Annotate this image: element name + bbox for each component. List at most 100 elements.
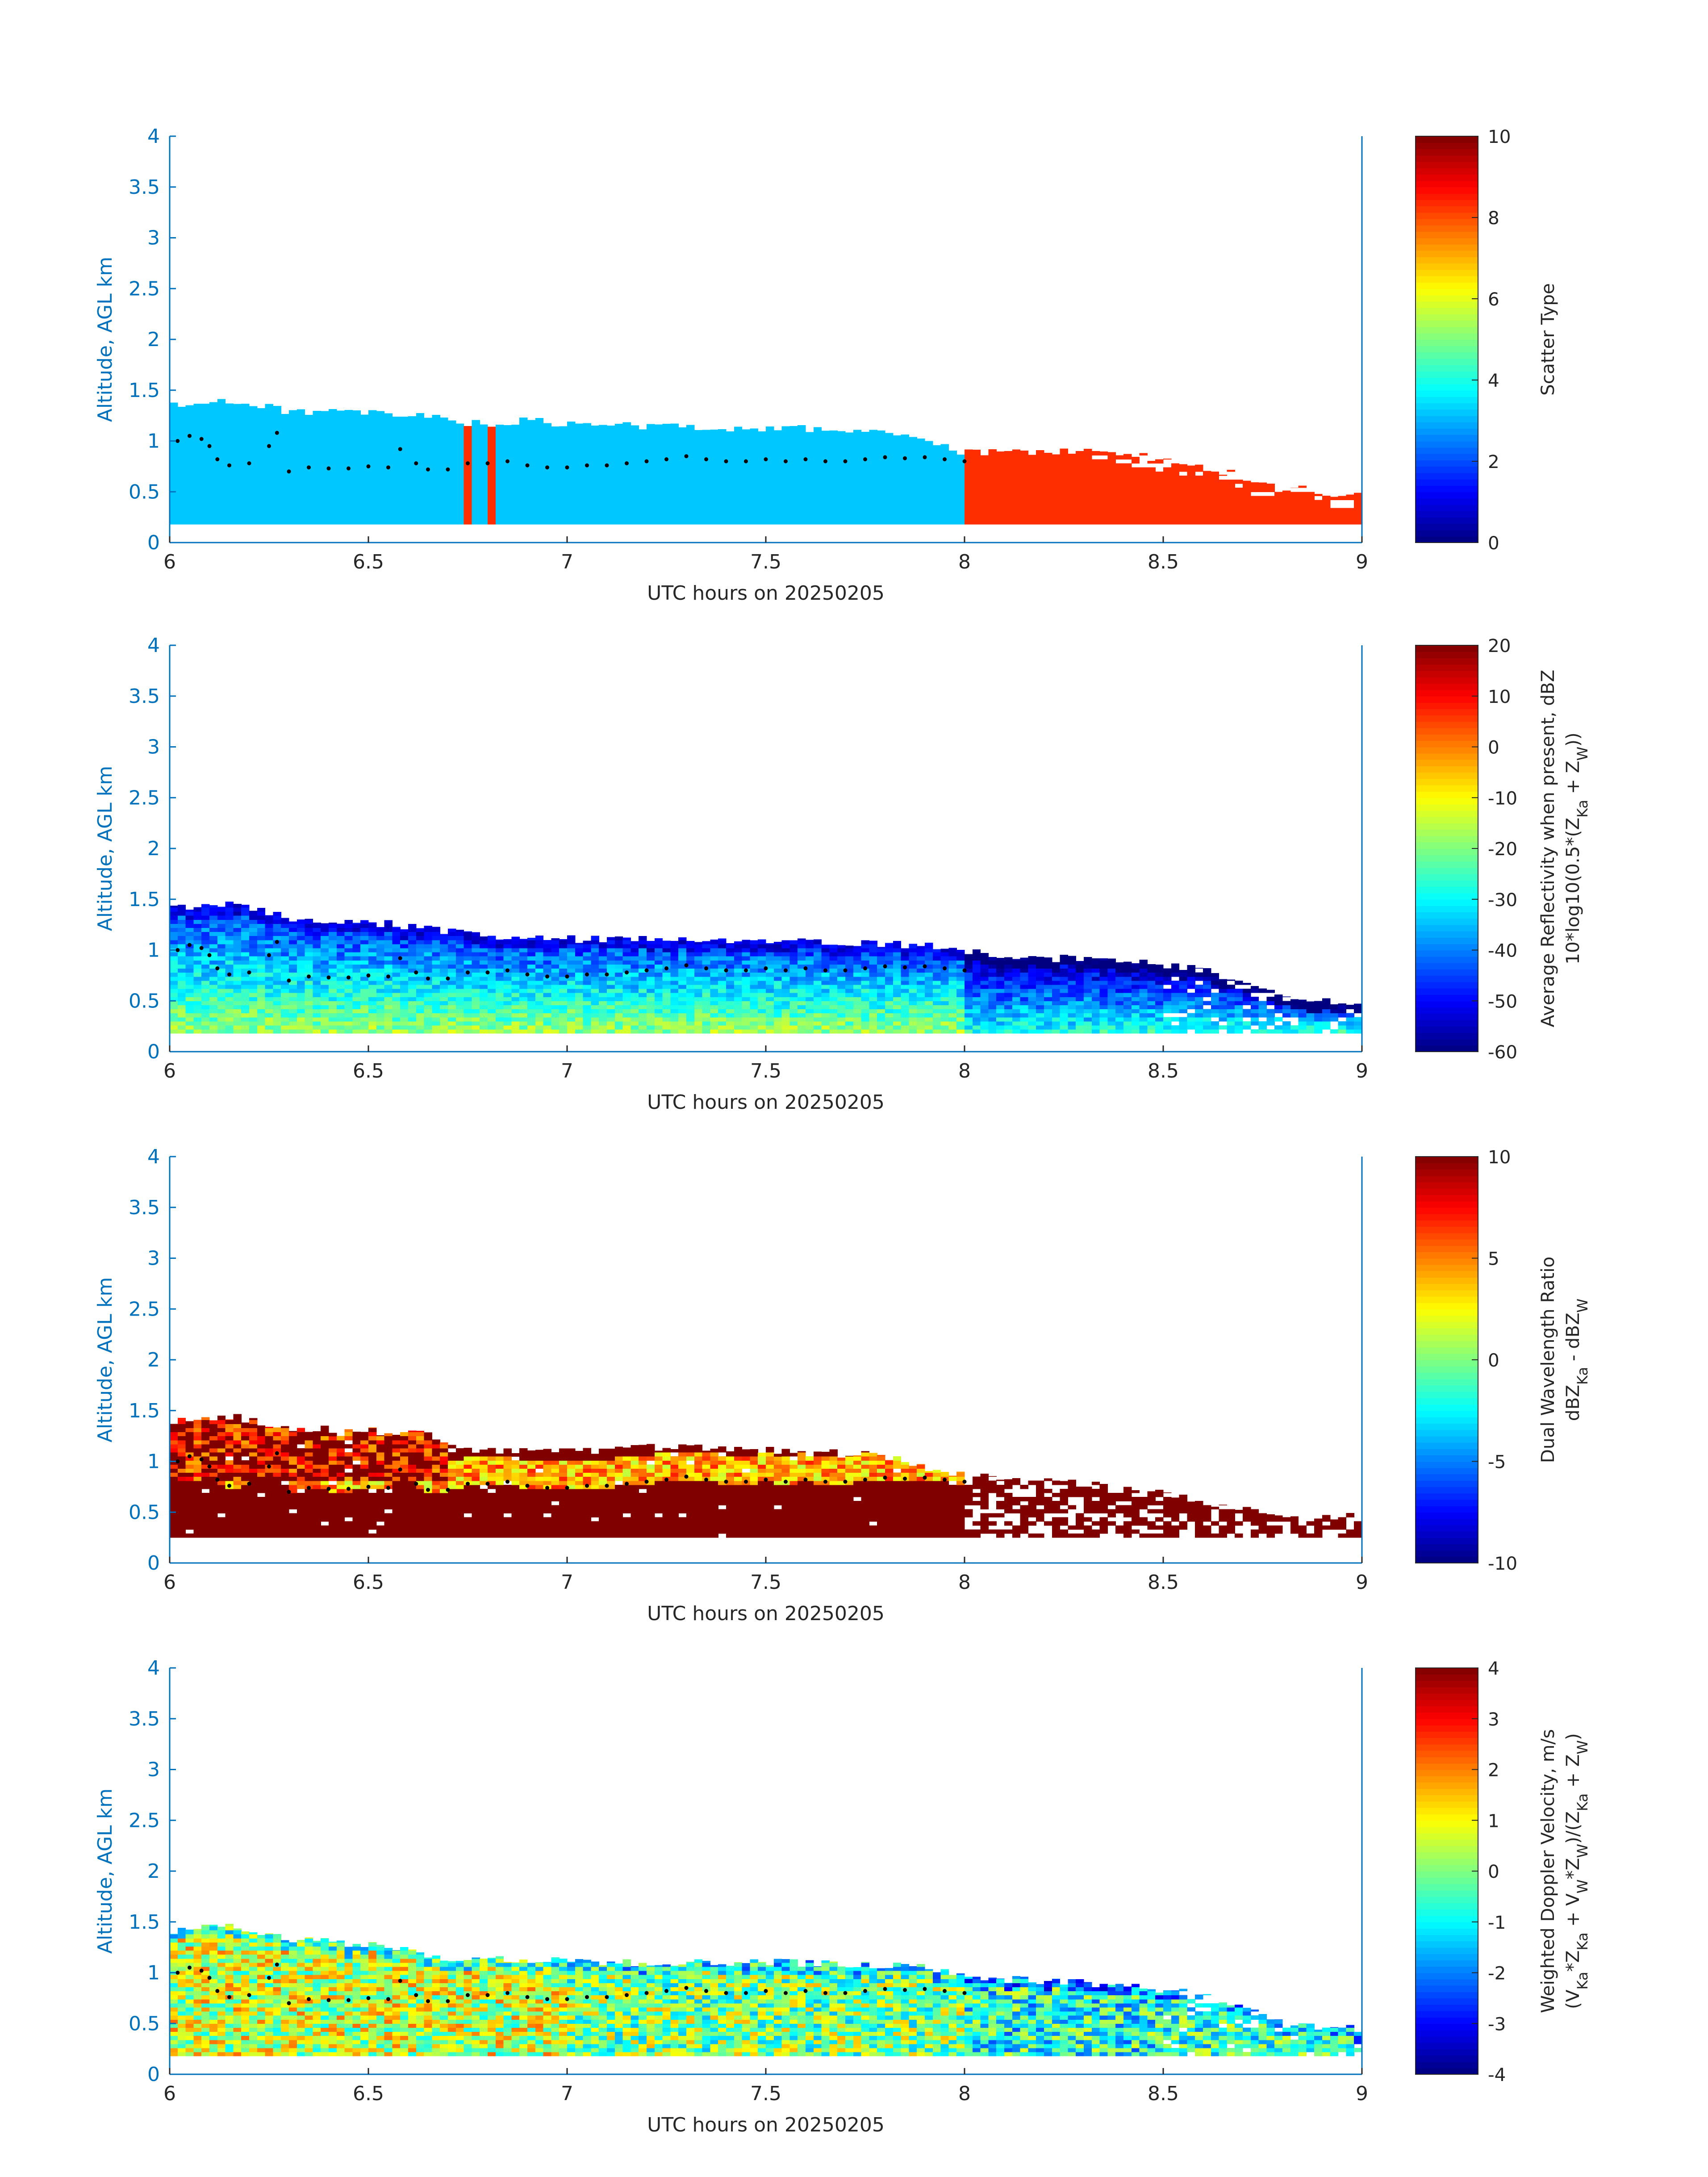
heatmap-cell <box>336 1025 345 1030</box>
heatmap-cell <box>305 1013 313 1018</box>
heatmap-cell <box>1266 508 1275 513</box>
heatmap-cell <box>503 948 512 953</box>
heatmap-cell <box>321 467 329 472</box>
heatmap-cell <box>622 443 631 447</box>
heatmap-cell <box>503 425 512 427</box>
heatmap-cell <box>758 520 766 525</box>
heatmap-cell <box>289 492 297 496</box>
heatmap-cell <box>742 435 750 439</box>
heatmap-cell <box>932 455 941 460</box>
heatmap-cell <box>511 964 520 969</box>
heatmap-cell <box>376 459 385 464</box>
heatmap-cell <box>249 430 258 435</box>
heatmap-cell <box>1052 492 1061 496</box>
cloud-base-point <box>307 465 311 470</box>
heatmap-cell <box>789 496 798 500</box>
heatmap-cell <box>821 504 830 509</box>
heatmap-cell <box>639 439 647 443</box>
heatmap-cell <box>281 492 289 496</box>
heatmap-cell <box>965 455 973 460</box>
heatmap-cell <box>289 475 297 480</box>
heatmap-cell <box>209 459 218 464</box>
heatmap-cell <box>241 488 250 492</box>
colorbar-swatch <box>1416 187 1478 194</box>
heatmap-cell <box>464 984 472 989</box>
heatmap-cell <box>750 488 758 492</box>
heatmap-cell <box>281 430 289 435</box>
heatmap-cell <box>185 480 194 484</box>
heatmap-cell <box>1282 512 1291 517</box>
heatmap-cell <box>1020 471 1028 476</box>
heatmap-cell <box>455 1029 464 1034</box>
heatmap-cell <box>257 467 266 472</box>
heatmap-cell <box>789 512 798 517</box>
heatmap-cell <box>1036 488 1044 492</box>
heatmap-cell <box>599 942 607 944</box>
heatmap-cell <box>416 508 425 513</box>
heatmap-cell <box>607 500 615 505</box>
heatmap-cell <box>488 475 496 480</box>
heatmap-cell <box>678 475 687 480</box>
heatmap-cell <box>893 516 902 521</box>
heatmap-cell <box>440 516 448 521</box>
heatmap-cell <box>296 435 305 439</box>
heatmap-cell <box>1179 520 1187 525</box>
heatmap-cell <box>321 471 329 476</box>
heatmap-cell <box>488 948 496 953</box>
heatmap-cell <box>225 968 234 973</box>
heatmap-cell <box>1012 463 1021 468</box>
heatmap-cell <box>464 455 472 460</box>
heatmap-cell <box>233 512 242 517</box>
heatmap-cell <box>329 936 337 940</box>
heatmap-cell <box>1028 467 1036 472</box>
heatmap-cell <box>329 500 337 505</box>
heatmap-cell <box>925 480 933 484</box>
heatmap-cell <box>257 500 266 505</box>
heatmap-cell <box>670 430 679 435</box>
heatmap-cell <box>424 439 432 443</box>
heatmap-cell <box>1123 475 1132 480</box>
heatmap-cell <box>376 496 385 500</box>
heatmap-cell <box>376 443 385 447</box>
heatmap-cell <box>281 426 289 431</box>
heatmap-cell <box>329 952 337 957</box>
heatmap-cell <box>551 488 560 492</box>
heatmap-cell <box>726 480 735 484</box>
heatmap-cell <box>972 504 981 509</box>
heatmap-cell <box>392 480 401 484</box>
heatmap-cell <box>265 426 273 431</box>
heatmap-cell <box>424 1025 432 1030</box>
heatmap-cell <box>360 422 369 427</box>
heatmap-cell <box>1219 520 1227 525</box>
heatmap-cell <box>249 972 258 977</box>
heatmap-cell <box>917 480 925 484</box>
heatmap-cell <box>296 488 305 492</box>
heatmap-cell <box>575 512 584 517</box>
heatmap-cell <box>177 1009 186 1014</box>
heatmap-cell <box>583 948 591 953</box>
heatmap-cell <box>281 1005 289 1009</box>
heatmap-cell <box>1163 508 1172 513</box>
heatmap-cell <box>392 484 401 488</box>
heatmap-cell <box>519 430 528 435</box>
heatmap-cell <box>313 988 321 993</box>
heatmap-cell <box>416 496 425 500</box>
heatmap-cell <box>988 451 997 455</box>
heatmap-cell <box>265 988 273 993</box>
heatmap-cell <box>678 430 687 435</box>
heatmap-cell <box>1012 480 1021 484</box>
heatmap-cell <box>559 1025 568 1030</box>
heatmap-cell <box>1004 484 1013 488</box>
heatmap-cell <box>535 463 544 468</box>
heatmap-cell <box>305 451 313 455</box>
heatmap-cell <box>567 984 576 989</box>
heatmap-cell <box>1187 471 1195 476</box>
heatmap-cell <box>193 451 202 455</box>
heatmap-cell <box>519 1013 528 1018</box>
heatmap-cell <box>567 948 576 953</box>
heatmap-cell <box>702 471 710 476</box>
heatmap-cell <box>1243 500 1251 505</box>
heatmap-cell <box>1012 467 1021 472</box>
heatmap-cell <box>853 475 862 480</box>
heatmap-cell <box>535 459 544 464</box>
